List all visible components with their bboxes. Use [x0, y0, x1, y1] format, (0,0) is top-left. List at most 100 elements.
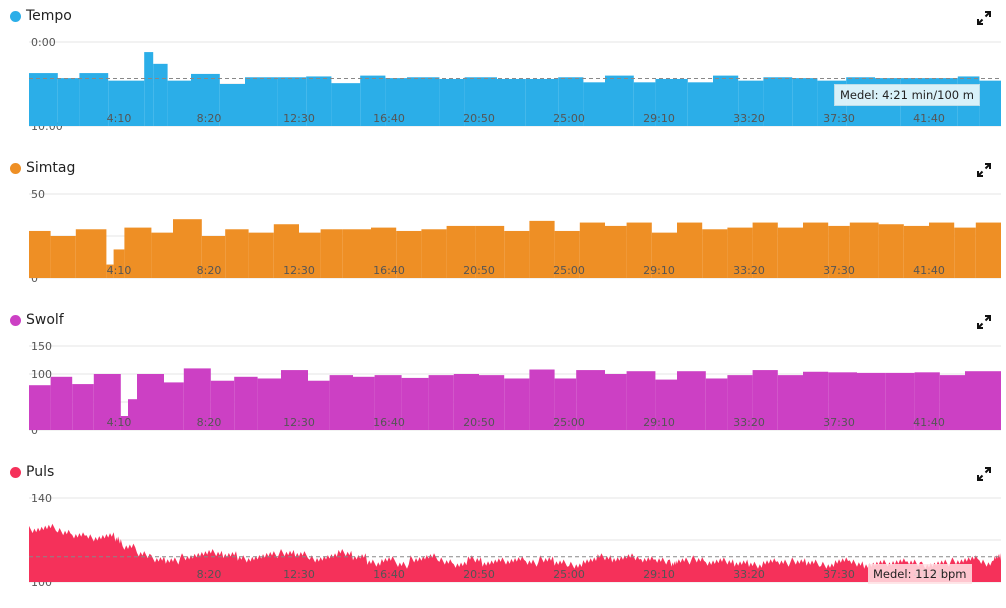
bar — [396, 230, 422, 278]
bar — [167, 80, 191, 126]
bar — [979, 80, 1001, 126]
bar — [705, 378, 728, 430]
bar — [245, 77, 278, 126]
bar — [777, 375, 803, 430]
x-tick-label: 33:20 — [733, 416, 765, 429]
x-tick-label: 25:00 — [553, 112, 585, 125]
swolf-title: Swolf — [26, 312, 64, 328]
bar — [93, 374, 121, 430]
simtag-panel: Simtag 502504:108:2012:3016:4020:5025:00… — [0, 152, 1006, 304]
x-tick-label: 20:50 — [463, 416, 495, 429]
bar — [576, 370, 605, 430]
bar — [903, 225, 929, 278]
bar — [108, 80, 145, 126]
bar — [605, 225, 627, 278]
bar — [151, 232, 173, 278]
simtag-title: Simtag — [26, 160, 76, 176]
bar — [939, 375, 965, 430]
bar — [803, 222, 829, 278]
tempo-title: Tempo — [26, 8, 72, 24]
bar — [421, 229, 447, 278]
x-tick-label: 33:20 — [733, 568, 765, 581]
bar — [453, 374, 479, 430]
bar — [655, 379, 677, 430]
y-tick-label: 150 — [31, 340, 52, 353]
expand-arrows-icon[interactable] — [976, 162, 992, 178]
y-tick-label: 0:00 — [31, 36, 56, 49]
bar — [828, 225, 850, 278]
bar — [137, 374, 164, 430]
bar — [583, 82, 605, 126]
bar — [878, 224, 904, 278]
expand-arrows-icon[interactable] — [976, 314, 992, 330]
bar — [965, 371, 1001, 430]
bar — [219, 84, 245, 126]
x-tick-label: 25:00 — [553, 416, 585, 429]
bar — [124, 227, 152, 278]
bar — [106, 264, 114, 278]
expand-arrows-icon[interactable] — [976, 466, 992, 482]
bar — [353, 376, 375, 430]
bar — [702, 229, 728, 278]
bar — [529, 220, 555, 278]
bar — [428, 375, 454, 430]
tempo-header: Tempo — [10, 8, 72, 24]
puls-header: Puls — [10, 464, 54, 480]
bar — [914, 372, 940, 430]
bar — [281, 370, 308, 430]
x-tick-label: 29:10 — [643, 416, 675, 429]
bar — [792, 78, 818, 126]
bar — [504, 378, 530, 430]
bar — [497, 78, 526, 126]
simtag-chart: 502504:108:2012:3016:4020:5025:0029:1033… — [29, 188, 1001, 285]
bar — [79, 73, 109, 126]
bar — [306, 76, 332, 126]
y-tick-label: 100 — [31, 368, 52, 381]
x-tick-label: 37:30 — [823, 568, 855, 581]
bar — [153, 63, 168, 126]
x-tick-label: 16:40 — [373, 112, 405, 125]
bar — [57, 78, 80, 126]
heart-rate-area — [29, 523, 1001, 582]
bar — [257, 378, 281, 430]
x-tick-label: 16:40 — [373, 264, 405, 277]
bar — [554, 378, 577, 430]
x-tick-label: 12:30 — [283, 416, 315, 429]
x-tick-label: 41:40 — [913, 112, 945, 125]
bar — [475, 225, 505, 278]
expand-arrows-icon[interactable] — [976, 10, 992, 26]
bar — [72, 384, 94, 430]
x-tick-label: 20:50 — [463, 568, 495, 581]
bar — [299, 232, 321, 278]
bar — [849, 222, 879, 278]
bar — [727, 227, 753, 278]
bar — [277, 77, 307, 126]
x-tick-label: 20:50 — [463, 264, 495, 277]
bar — [803, 371, 829, 430]
bar — [173, 219, 202, 278]
x-tick-label: 37:30 — [823, 264, 855, 277]
tempo-average-label: Medel: 4:21 min/100 m — [834, 84, 980, 106]
y-tick-label: 140 — [31, 492, 52, 505]
bar — [225, 229, 249, 278]
bar — [752, 370, 778, 430]
puls-panel: Puls 1401201008:2012:3016:4020:5025:0029… — [0, 456, 1006, 608]
x-tick-label: 33:20 — [733, 112, 765, 125]
x-tick-label: 4:10 — [107, 264, 132, 277]
bar — [777, 227, 803, 278]
swolf-legend-dot — [10, 314, 21, 326]
x-tick-label: 33:20 — [733, 264, 765, 277]
simtag-header: Simtag — [10, 160, 75, 176]
bar — [183, 368, 211, 430]
x-tick-label: 41:40 — [913, 264, 945, 277]
bar — [29, 385, 51, 430]
x-tick-label: 41:40 — [913, 416, 945, 429]
x-tick-label: 16:40 — [373, 416, 405, 429]
bar — [479, 375, 505, 430]
x-tick-label: 25:00 — [553, 568, 585, 581]
x-tick-label: 37:30 — [823, 112, 855, 125]
bar — [407, 77, 440, 126]
y-tick-label: 50 — [31, 188, 45, 201]
bar — [374, 375, 402, 430]
x-tick-label: 29:10 — [643, 112, 675, 125]
